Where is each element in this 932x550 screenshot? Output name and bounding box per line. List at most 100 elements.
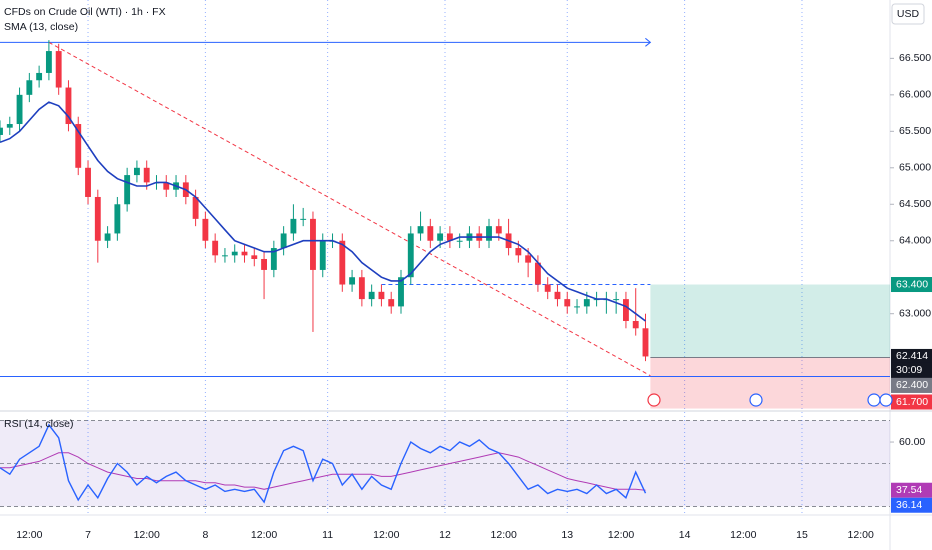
y-tick-label: 66.000 [899, 89, 931, 101]
stop-label: 61.700 [896, 396, 928, 408]
candle-body [339, 240, 346, 285]
x-tick-label: 7 [85, 529, 91, 541]
candle-body [65, 87, 72, 125]
ray-arrow [645, 37, 652, 47]
x-tick-label: 12:00 [134, 529, 160, 541]
candle-body [554, 291, 561, 300]
entry-label: 62.400 [896, 379, 928, 391]
candle-body [222, 255, 228, 257]
candle-body [124, 175, 131, 205]
currency-box[interactable] [891, 3, 925, 25]
y-tick-label: 65.500 [899, 125, 931, 137]
x-tick-label: 14 [679, 529, 691, 541]
candle-body [456, 240, 463, 242]
candle-body [16, 94, 23, 125]
event-icon[interactable] [749, 393, 763, 407]
rsi-label-box [891, 497, 932, 513]
candle-body [143, 167, 150, 183]
candle-body [261, 258, 267, 270]
x-tick-label: 12:00 [16, 529, 42, 541]
x-tick-label: 13 [561, 529, 573, 541]
x-tick-label: 12:00 [491, 529, 517, 541]
x-tick-label: 12:00 [848, 529, 874, 541]
candle-body [55, 51, 62, 88]
rsi-legend: RSI (14, close) [4, 418, 73, 430]
countdown-label-box [891, 362, 932, 378]
x-tick-label: 12 [439, 529, 451, 541]
candle-body [623, 299, 629, 321]
rsi-ma-label: 37.54 [896, 484, 922, 496]
x-tick-label: 12:00 [608, 529, 634, 541]
rsi-tick-label: 60.00 [899, 436, 925, 448]
y-tick-label: 65.000 [899, 162, 931, 174]
candle-body [133, 167, 140, 176]
candle-body [212, 240, 219, 256]
y-tick-label: 66.500 [899, 52, 931, 64]
candle-body [231, 251, 238, 256]
x-tick-label: 11 [322, 529, 333, 541]
candle-body [310, 218, 316, 270]
candle-body [495, 226, 502, 234]
candle-body [534, 262, 541, 285]
x-tick-label: 15 [796, 529, 808, 541]
candle-body [0, 127, 3, 135]
rsi-label: 36.14 [896, 499, 922, 511]
entry-label-box [891, 377, 932, 393]
loss-zone [650, 357, 890, 409]
candle-body [486, 226, 492, 241]
candle-body [36, 72, 43, 81]
sma-legend: SMA (13, close) [4, 21, 78, 33]
target-label: 63.400 [896, 278, 928, 290]
last-price-label-box [891, 348, 932, 364]
candle-body [251, 255, 258, 259]
trend-line [48, 41, 651, 377]
candle-body [368, 291, 375, 300]
candle-body [349, 277, 356, 285]
y-tick-label: 64.500 [899, 198, 931, 210]
candle-body [114, 204, 121, 234]
candle-body [446, 233, 453, 241]
x-tick-label: 12:00 [730, 529, 756, 541]
candle-body [613, 299, 620, 301]
y-tick-label: 64.000 [899, 235, 931, 247]
candle-body [94, 196, 101, 241]
rsi-line [0, 423, 647, 504]
candle-body [417, 226, 424, 234]
candle-body [398, 277, 404, 307]
candle-body [642, 328, 649, 357]
target-label-box [891, 277, 932, 293]
candle-body [564, 299, 571, 307]
profit-zone [650, 284, 890, 358]
candle-body [163, 182, 170, 190]
candle-body [358, 277, 365, 300]
candle-body [104, 233, 111, 241]
candle-body [45, 51, 52, 73]
last-price-label: 62.414 [896, 350, 928, 362]
candle-body [192, 196, 199, 219]
candle-body [388, 299, 395, 307]
candle-body [525, 255, 532, 263]
candle-body [85, 167, 91, 197]
event-icon[interactable] [647, 393, 661, 407]
candle-body [75, 124, 82, 168]
candle-body [427, 226, 434, 241]
candle-body [202, 218, 209, 241]
event-icon[interactable] [879, 393, 893, 407]
candle-body [544, 284, 551, 292]
candle-body [319, 240, 326, 270]
candle-body [378, 291, 385, 300]
countdown-label: 30:09 [896, 364, 922, 376]
x-tick-label: 12:00 [251, 529, 277, 541]
candle-body [407, 233, 414, 278]
chart-title: CFDs on Crude Oil (WTI) · 1h · FX [4, 6, 166, 18]
stop-label-box [891, 394, 932, 410]
candle-body [515, 248, 522, 256]
event-icon[interactable] [867, 393, 881, 407]
candle-body [26, 80, 33, 95]
x-tick-label: 12:00 [373, 529, 399, 541]
candle-body [290, 218, 297, 234]
candle-body [241, 251, 248, 256]
sma-line [0, 101, 646, 322]
